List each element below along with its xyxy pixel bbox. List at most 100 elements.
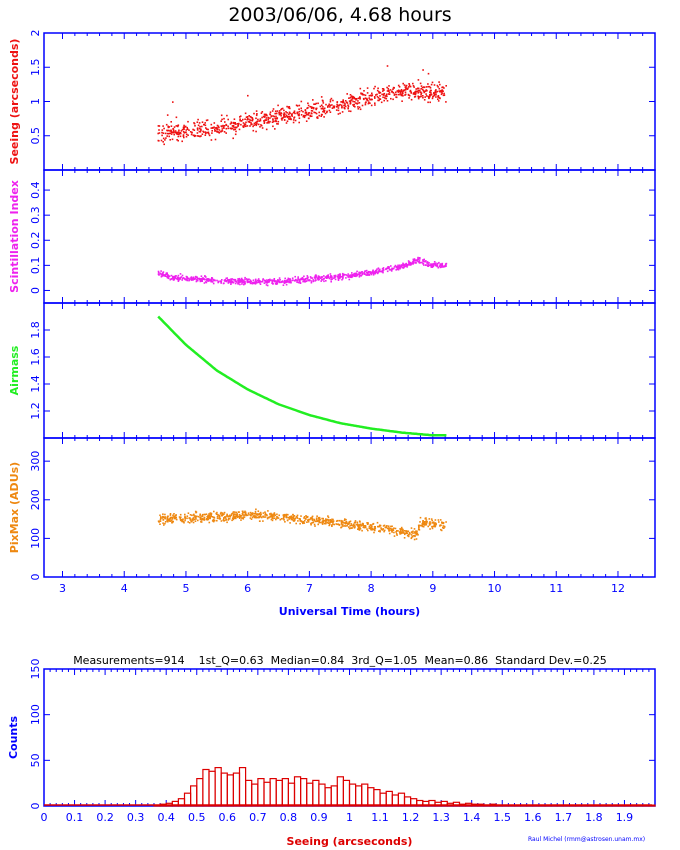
data-point bbox=[258, 120, 260, 122]
data-point bbox=[246, 118, 248, 121]
data-point bbox=[225, 132, 227, 134]
data-point bbox=[265, 281, 267, 284]
data-point bbox=[385, 93, 388, 96]
data-point bbox=[388, 529, 390, 532]
data-point bbox=[244, 510, 246, 513]
data-point bbox=[164, 522, 166, 525]
data-point bbox=[303, 279, 306, 282]
data-point bbox=[399, 267, 401, 270]
data-point bbox=[176, 276, 179, 279]
data-point bbox=[183, 124, 185, 127]
data-point bbox=[269, 117, 271, 119]
data-point bbox=[288, 278, 290, 281]
data-point bbox=[348, 521, 351, 523]
y-tick-label: 0.3 bbox=[29, 206, 42, 224]
data-point bbox=[376, 89, 379, 92]
data-point bbox=[276, 117, 279, 119]
data-point bbox=[385, 268, 387, 270]
data-point bbox=[354, 526, 356, 528]
data-point bbox=[194, 520, 197, 522]
data-point bbox=[310, 517, 312, 520]
data-point bbox=[170, 121, 172, 123]
hist-bar bbox=[544, 804, 552, 807]
data-point bbox=[361, 104, 364, 107]
hist-bar bbox=[599, 804, 607, 807]
hist-x-tick-label: 1.4 bbox=[463, 811, 481, 824]
data-point bbox=[408, 533, 410, 536]
data-point bbox=[408, 86, 410, 88]
data-point bbox=[278, 281, 281, 284]
data-point bbox=[351, 272, 353, 274]
data-point bbox=[353, 96, 355, 99]
data-point bbox=[193, 278, 195, 280]
data-point bbox=[393, 93, 396, 96]
data-point bbox=[207, 278, 209, 281]
data-point bbox=[387, 87, 390, 90]
hist-y-tick-label: 0 bbox=[29, 803, 42, 810]
data-point bbox=[383, 99, 385, 102]
data-point bbox=[157, 271, 160, 274]
data-point bbox=[227, 127, 230, 130]
data-point bbox=[403, 537, 406, 539]
data-point bbox=[403, 532, 406, 534]
data-point bbox=[282, 517, 285, 519]
data-point bbox=[196, 135, 199, 137]
hist-x-tick-label: 0.8 bbox=[280, 811, 298, 824]
data-point bbox=[312, 107, 315, 109]
data-point bbox=[423, 523, 425, 525]
data-point bbox=[413, 528, 416, 530]
data-point bbox=[208, 280, 211, 282]
hist-x-tick-label: 1.9 bbox=[616, 811, 634, 824]
data-point bbox=[370, 273, 373, 276]
data-point bbox=[265, 117, 268, 119]
data-point bbox=[358, 527, 360, 530]
data-point bbox=[277, 279, 279, 281]
data-point bbox=[190, 520, 192, 522]
data-point bbox=[315, 275, 318, 277]
hist-bar bbox=[581, 804, 589, 807]
data-point bbox=[262, 278, 264, 280]
data-point bbox=[220, 131, 222, 133]
hist-x-tick-label: 1.5 bbox=[494, 811, 512, 824]
data-point bbox=[374, 269, 377, 272]
data-point bbox=[289, 278, 292, 281]
hist-bar bbox=[538, 804, 546, 807]
data-point bbox=[323, 278, 325, 280]
data-point bbox=[341, 106, 343, 108]
data-point bbox=[381, 88, 384, 90]
data-point bbox=[278, 110, 281, 112]
data-point bbox=[372, 523, 374, 525]
data-point bbox=[238, 281, 240, 284]
data-point bbox=[207, 128, 209, 131]
data-point bbox=[236, 512, 238, 515]
data-point bbox=[316, 515, 318, 517]
data-point bbox=[303, 275, 305, 278]
data-point bbox=[330, 275, 332, 278]
data-point bbox=[338, 277, 340, 280]
data-point bbox=[382, 529, 384, 531]
data-point bbox=[163, 127, 165, 130]
y-tick-label: 2 bbox=[29, 30, 42, 37]
data-point bbox=[352, 100, 354, 103]
data-point bbox=[302, 280, 304, 283]
data-point bbox=[205, 281, 208, 284]
data-point bbox=[445, 85, 447, 87]
data-point bbox=[310, 523, 312, 526]
data-point bbox=[271, 281, 274, 283]
data-point bbox=[353, 97, 355, 100]
data-point bbox=[275, 120, 278, 123]
data-point bbox=[248, 278, 250, 280]
data-point bbox=[311, 110, 314, 112]
data-point bbox=[194, 516, 197, 518]
data-point bbox=[259, 511, 262, 514]
data-point bbox=[413, 259, 415, 262]
data-point bbox=[397, 93, 400, 96]
data-point bbox=[350, 99, 352, 102]
data-point bbox=[348, 275, 350, 277]
data-point bbox=[437, 100, 440, 102]
data-point bbox=[250, 512, 253, 515]
data-point bbox=[375, 271, 378, 274]
data-point bbox=[255, 282, 258, 284]
data-point bbox=[289, 116, 291, 118]
data-point bbox=[172, 275, 174, 278]
